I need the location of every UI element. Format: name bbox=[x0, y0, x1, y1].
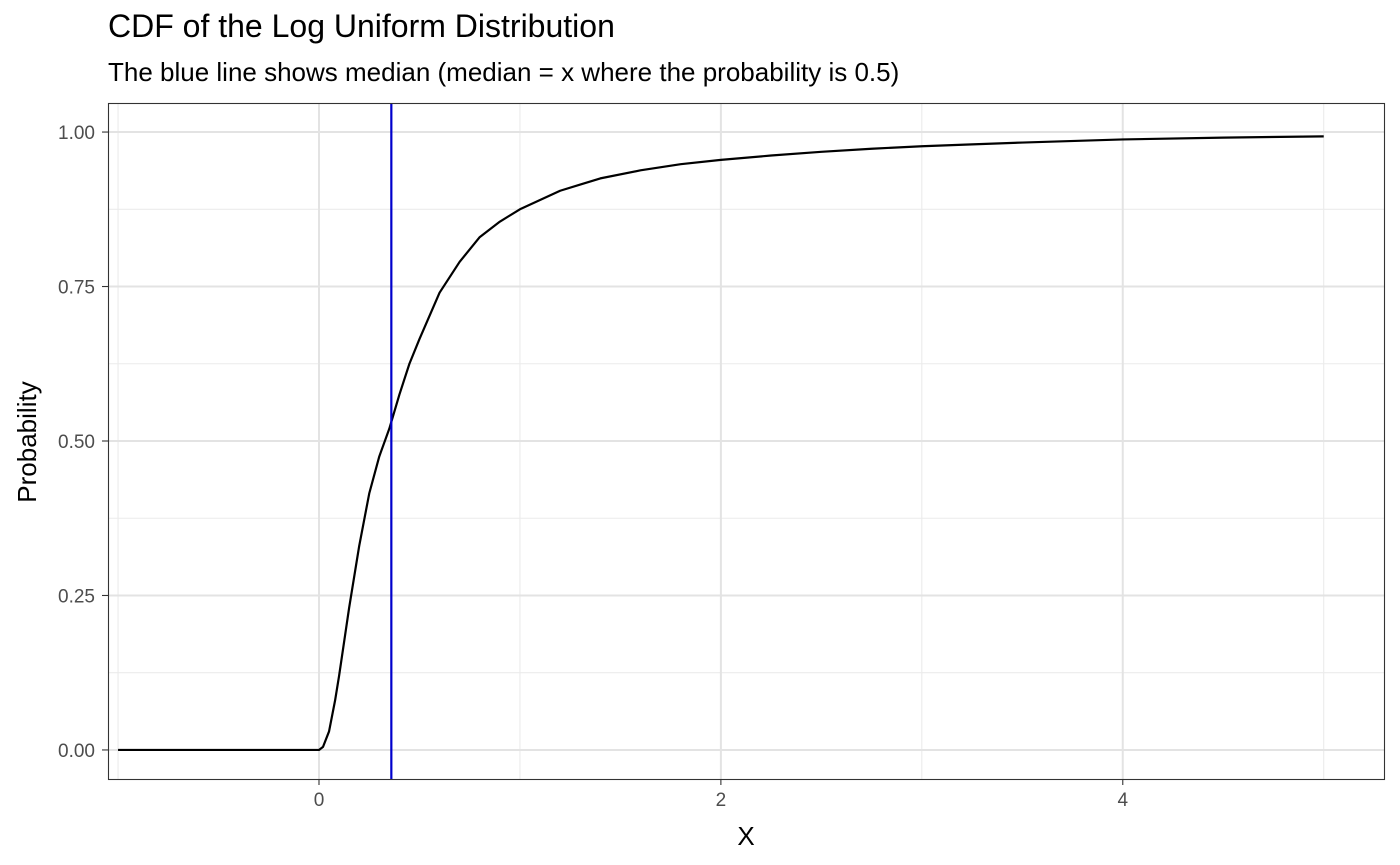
y-tick-label: 0.75 bbox=[58, 278, 95, 299]
grid-lines bbox=[108, 103, 1384, 779]
x-tick-label: 4 bbox=[1117, 790, 1128, 811]
x-tick-label: 0 bbox=[314, 790, 325, 811]
y-tick-label: 1.00 bbox=[58, 123, 95, 144]
panel-border bbox=[107, 102, 1386, 781]
data-lines bbox=[118, 103, 1324, 779]
y-axis-title: Probability bbox=[12, 381, 42, 502]
axes: 0 2 4 0.00 0.25 0.50 0.75 1.00 bbox=[58, 123, 1128, 811]
y-tick-label: 0.00 bbox=[58, 741, 95, 762]
x-tick-label: 2 bbox=[716, 790, 727, 811]
y-tick-label: 0.50 bbox=[58, 432, 95, 453]
y-tick-label: 0.25 bbox=[58, 586, 95, 607]
cdf-curve bbox=[118, 135, 1324, 752]
chart-title: CDF of the Log Uniform Distribution bbox=[108, 8, 615, 44]
x-axis-title: X bbox=[737, 821, 754, 851]
chart-subtitle: The blue line shows median (median = x w… bbox=[108, 57, 900, 87]
